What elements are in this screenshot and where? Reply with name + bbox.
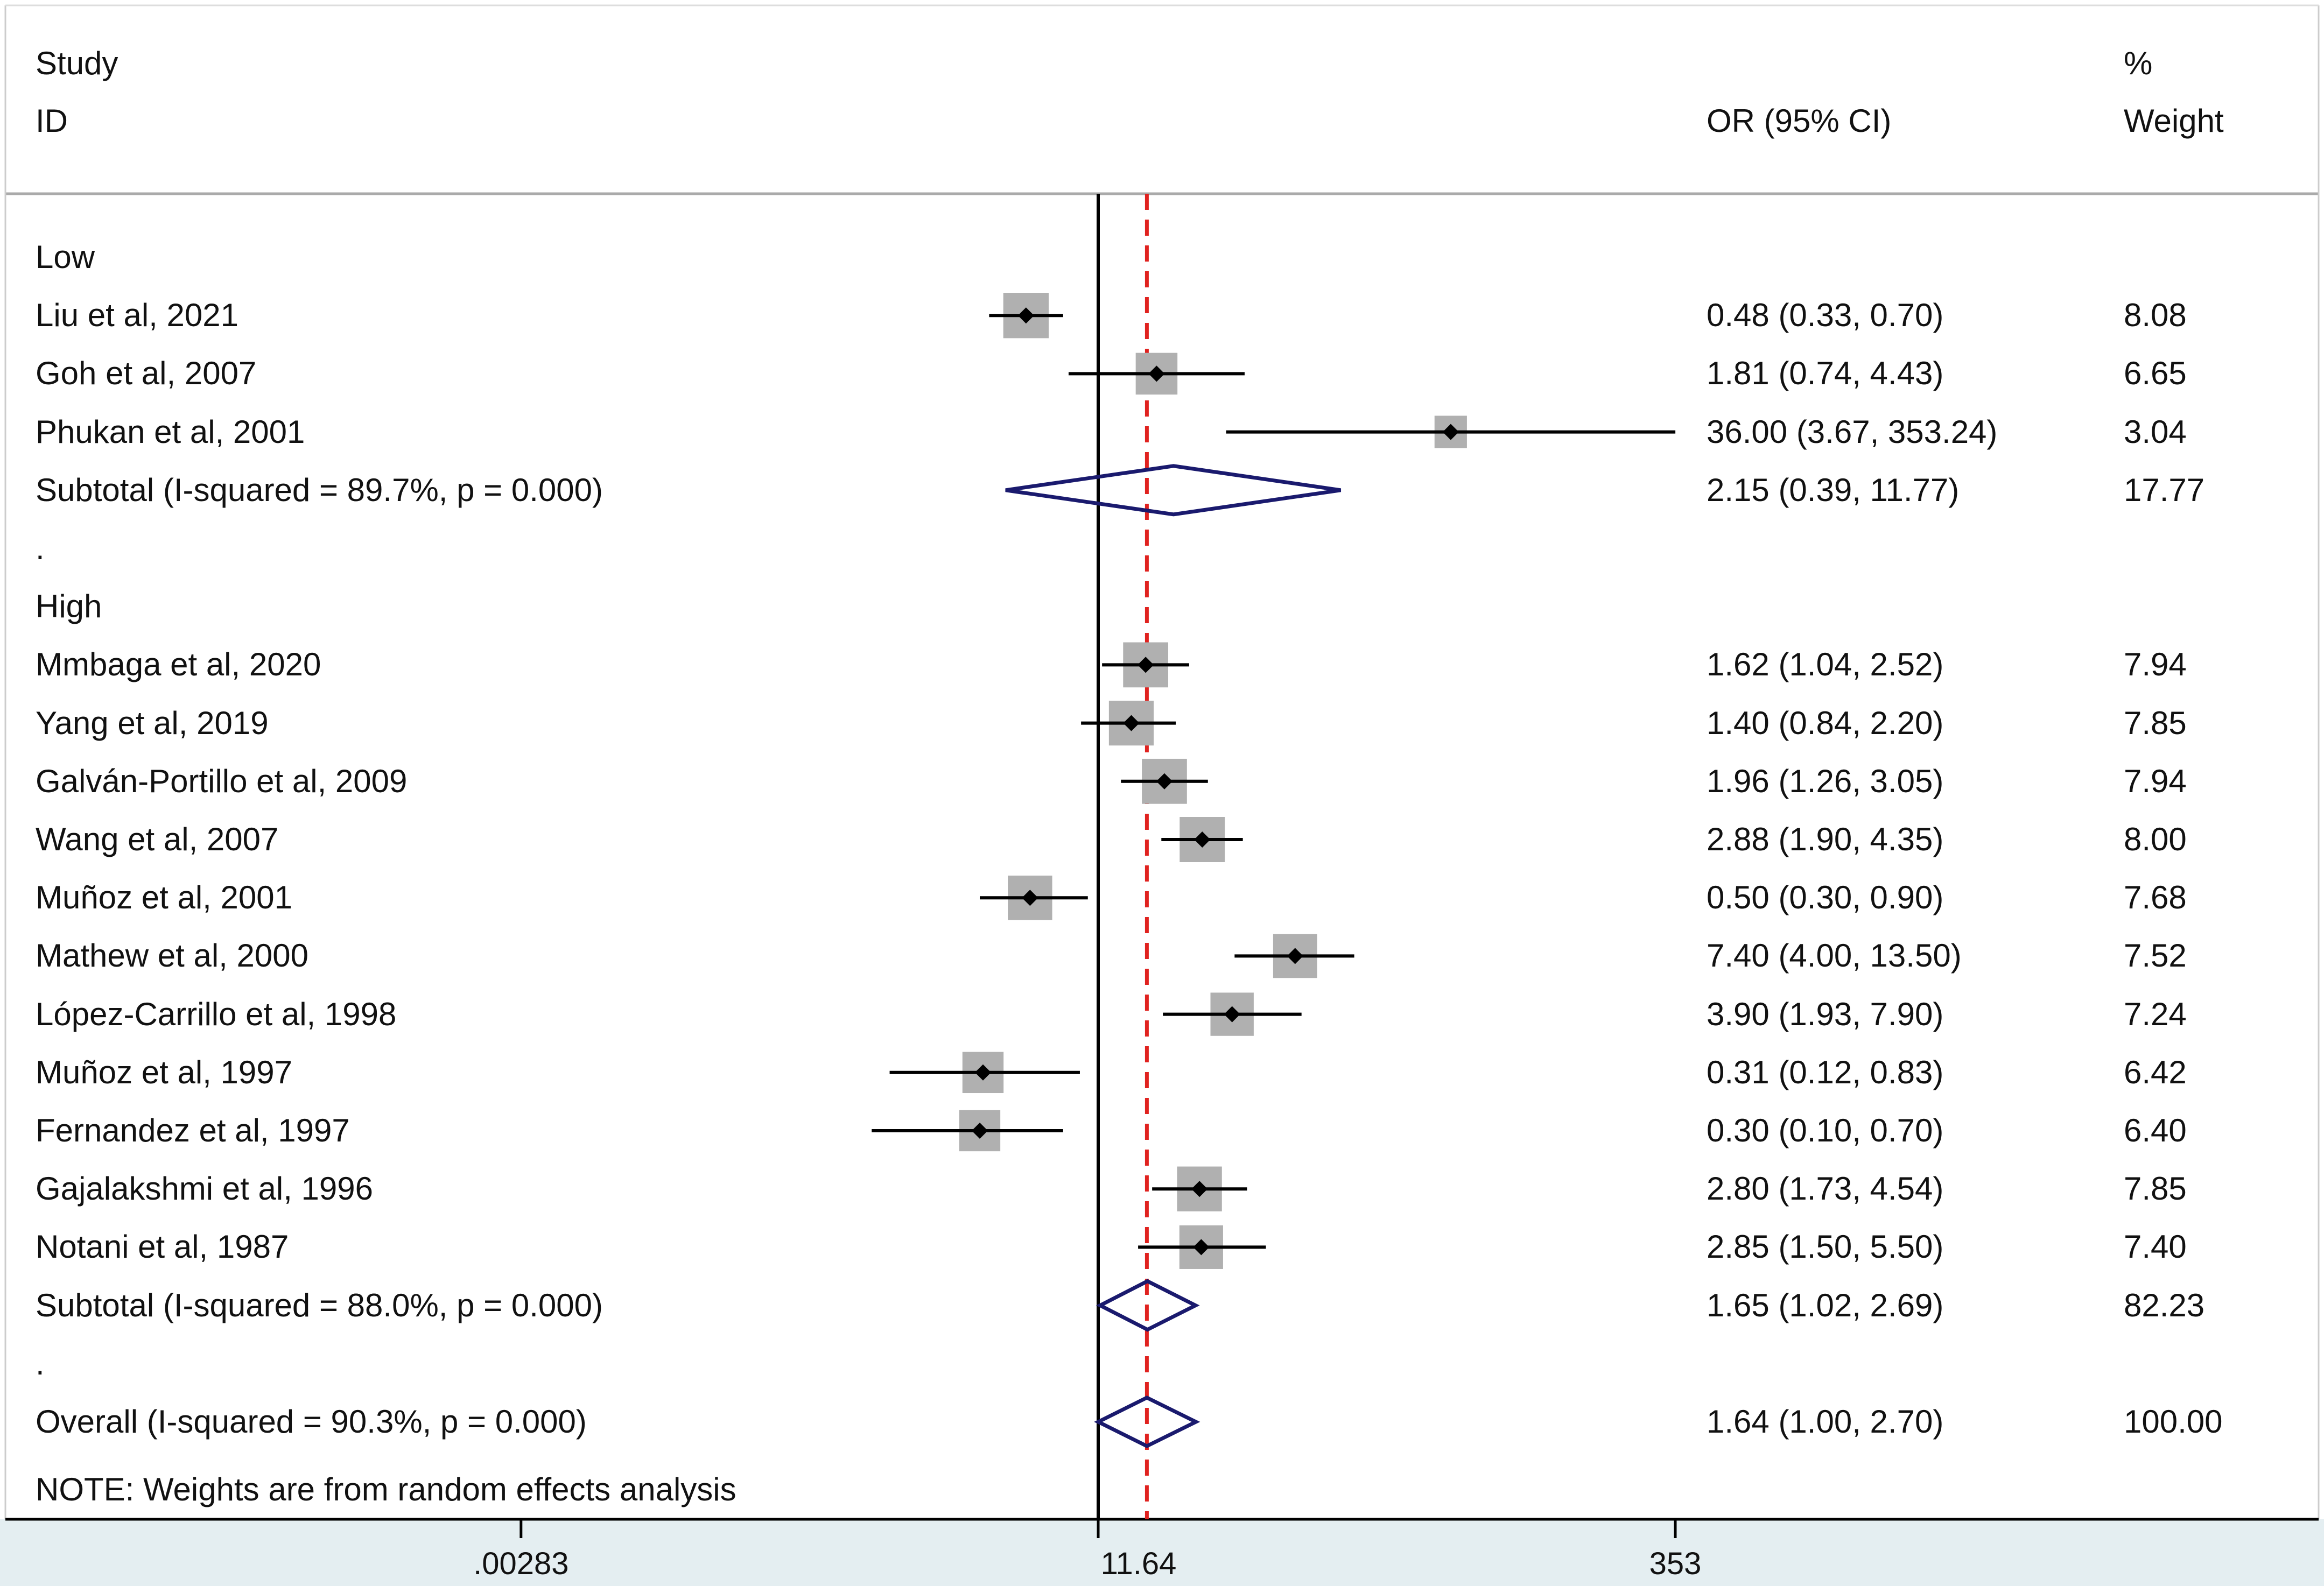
- point-estimate: [1022, 890, 1038, 906]
- or-ci-value: 1.81 (0.74, 4.43): [1707, 355, 1944, 392]
- header-weight: Weight: [2124, 103, 2224, 139]
- study-label: Mathew et al, 2000: [36, 937, 308, 974]
- axis-tick-label: .00283: [473, 1546, 569, 1581]
- or-ci-value: 2.85 (1.50, 5.50): [1707, 1229, 1944, 1265]
- or-ci-value: 1.62 (1.04, 2.52): [1707, 646, 1944, 683]
- weight-value: 8.08: [2124, 297, 2187, 334]
- point-estimate: [1138, 657, 1154, 673]
- study-label: Muñoz et al, 2001: [36, 879, 292, 916]
- point-estimate: [1193, 1239, 1210, 1256]
- footnote: NOTE: Weights are from random effects an…: [36, 1471, 736, 1507]
- point-estimate: [1148, 365, 1165, 382]
- point-estimate: [1442, 424, 1459, 440]
- or-ci-value: 36.00 (3.67, 353.24): [1707, 413, 1998, 450]
- subtotal-label: Subtotal (I-squared = 89.7%, p = 0.000): [36, 471, 603, 508]
- or-ci-value: 0.31 (0.12, 0.83): [1707, 1054, 1944, 1090]
- or-ci-value: 1.65 (1.02, 2.69): [1707, 1287, 1944, 1323]
- point-estimate: [971, 1123, 988, 1139]
- or-ci-value: 1.96 (1.26, 3.05): [1707, 763, 1944, 799]
- or-ci-value: 0.48 (0.33, 0.70): [1707, 297, 1944, 334]
- study-label: Mmbaga et al, 2020: [36, 646, 321, 683]
- axis-band: [0, 1519, 2324, 1586]
- subtotal-diamond: [1005, 464, 1342, 517]
- or-ci-value: 1.64 (1.00, 2.70): [1707, 1404, 1944, 1440]
- point-estimate: [1191, 1181, 1208, 1197]
- study-label: López-Carrillo et al, 1998: [36, 996, 397, 1032]
- point-estimate: [1156, 773, 1172, 790]
- study-label: Yang et al, 2019: [36, 704, 269, 741]
- weight-value: 6.40: [2124, 1112, 2187, 1148]
- point-estimate: [1224, 1006, 1240, 1023]
- study-label: Galván-Portillo et al, 2009: [36, 763, 408, 799]
- weight-value: 7.94: [2124, 763, 2187, 799]
- weight-value: 3.04: [2124, 413, 2187, 450]
- study-label: Muñoz et al, 1997: [36, 1054, 292, 1090]
- point-estimate: [1123, 715, 1140, 731]
- or-ci-value: 0.50 (0.30, 0.90): [1707, 879, 1944, 916]
- weight-value: 7.94: [2124, 646, 2187, 683]
- weight-value: 7.85: [2124, 704, 2187, 741]
- overall-label: Overall (I-squared = 90.3%, p = 0.000): [36, 1404, 587, 1440]
- or-ci-value: 1.40 (0.84, 2.20): [1707, 704, 1944, 741]
- weight-value: 7.52: [2124, 937, 2187, 974]
- study-label: Goh et al, 2007: [36, 355, 257, 392]
- header-percent: %: [2124, 45, 2153, 81]
- weight-value: 17.77: [2124, 471, 2205, 508]
- weight-value: 7.68: [2124, 879, 2187, 916]
- axis-center-label: 11.64: [1100, 1546, 1177, 1581]
- point-estimate: [1287, 948, 1303, 964]
- point-estimate: [1017, 307, 1034, 324]
- or-ci-value: 0.30 (0.10, 0.70): [1707, 1112, 1944, 1148]
- weight-value: 6.42: [2124, 1054, 2187, 1090]
- weight-value: 7.40: [2124, 1229, 2187, 1265]
- overall-diamond: [1094, 1395, 1200, 1448]
- axis-tick-label: 353: [1649, 1546, 1702, 1581]
- or-ci-value: 7.40 (4.00, 13.50): [1707, 937, 1962, 974]
- study-label: Fernandez et al, 1997: [36, 1112, 350, 1148]
- header-or-ci: OR (95% CI): [1707, 103, 1892, 139]
- weight-value: 82.23: [2124, 1287, 2205, 1323]
- point-estimate: [974, 1064, 991, 1081]
- weight-value: 7.85: [2124, 1171, 2187, 1207]
- weight-value: 8.00: [2124, 821, 2187, 857]
- study-label: Phukan et al, 2001: [36, 413, 305, 450]
- or-ci-value: 2.80 (1.73, 4.54): [1707, 1171, 1944, 1207]
- study-label: Gajalakshmi et al, 1996: [36, 1171, 374, 1207]
- study-label: Liu et al, 2021: [36, 297, 238, 334]
- study-label: Wang et al, 2007: [36, 821, 279, 857]
- or-ci-value: 3.90 (1.93, 7.90): [1707, 996, 1944, 1032]
- or-ci-value: 2.15 (0.39, 11.77): [1707, 471, 1960, 508]
- point-estimate: [1194, 831, 1211, 848]
- group-label: Low: [36, 239, 95, 275]
- header-study: Study: [36, 45, 118, 81]
- or-ci-value: 2.88 (1.90, 4.35): [1707, 821, 1944, 857]
- spacer-label: .: [36, 530, 45, 566]
- study-label: Notani et al, 1987: [36, 1229, 289, 1265]
- subtotal-diamond: [1096, 1279, 1200, 1332]
- weight-value: 7.24: [2124, 996, 2187, 1032]
- spacer-label: .: [36, 1345, 45, 1381]
- subtotal-label: Subtotal (I-squared = 88.0%, p = 0.000): [36, 1287, 603, 1323]
- group-label: High: [36, 588, 102, 625]
- header-id: ID: [36, 103, 68, 139]
- weight-value: 100.00: [2124, 1404, 2223, 1440]
- weight-value: 6.65: [2124, 355, 2187, 392]
